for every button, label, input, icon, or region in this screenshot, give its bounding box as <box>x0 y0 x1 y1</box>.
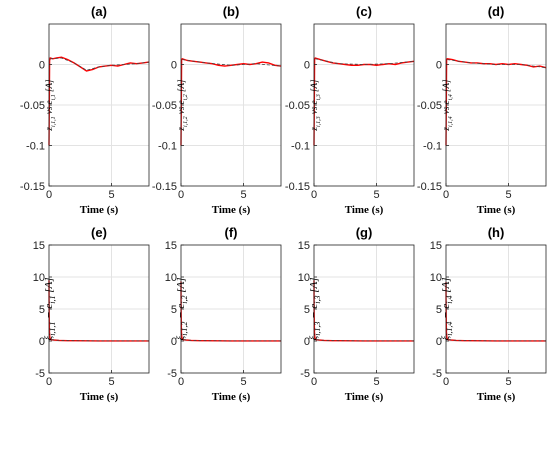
x-tick-label: 5 <box>505 189 511 201</box>
y-tick-label: -0.05 <box>20 100 45 112</box>
y-tick-label: 10 <box>165 272 177 284</box>
y-tick-label: 0 <box>436 60 442 72</box>
y-tick-label: 0 <box>304 336 310 348</box>
y-tick-label: -0.15 <box>285 181 310 193</box>
series-line-2 <box>447 59 547 69</box>
y-axis-label: zi,1,2​ vs ei,2​ [A] <box>176 79 189 132</box>
y-axis-label: ξi,1,1​ − ei,1​ [A] <box>43 277 57 340</box>
y-tick-label: 10 <box>430 272 442 284</box>
x-tick-label: 5 <box>373 376 379 388</box>
y-tick-label: -0.05 <box>285 100 310 112</box>
chart-panel-c: 0 5 0 -0.05 -0.1 -0.15 (c) Time (s) zi,1,3​ vs e… <box>285 4 415 216</box>
series-line-2 <box>448 339 546 342</box>
x-tick-label: 5 <box>108 376 114 388</box>
y-axis-label: zi,1,3​ vs ei,3​ [A] <box>309 79 322 132</box>
x-axis-label: Time (s) <box>212 204 251 216</box>
y-axis-label: zi,1,4​ vs ei,4​ [A] <box>441 79 454 132</box>
series-line-1 <box>48 56 150 146</box>
x-axis-label: Time (s) <box>345 204 384 216</box>
x-tick-label: 0 <box>178 189 184 201</box>
y-tick-label: 0 <box>171 60 177 72</box>
panel-title: (f) <box>225 225 238 240</box>
x-axis-label: Time (s) <box>477 391 516 403</box>
x-tick-label: 0 <box>443 376 449 388</box>
y-axis-label: ξi,1,4​ − ei,4​ [A] <box>440 277 454 340</box>
series-line-2 <box>315 58 415 65</box>
x-tick-label: 0 <box>311 189 317 201</box>
series-line-2 <box>316 339 414 342</box>
y-axis-label: ξi,1,3​ − ei,3​ [A] <box>308 277 322 340</box>
panel-title: (h) <box>488 225 505 240</box>
y-tick-label: -0.15 <box>417 181 442 193</box>
series-line-2 <box>182 59 282 67</box>
y-tick-label: -5 <box>167 368 177 380</box>
y-tick-label: 5 <box>436 304 442 316</box>
x-tick-label: 0 <box>46 376 52 388</box>
y-tick-label: 15 <box>165 240 177 252</box>
x-tick-label: 5 <box>108 189 114 201</box>
y-tick-label: -0.1 <box>291 141 310 153</box>
y-tick-label: 0 <box>304 60 310 72</box>
series-line-1 <box>445 58 547 146</box>
y-tick-label: -0.1 <box>158 141 177 153</box>
x-axis-label: Time (s) <box>80 204 119 216</box>
y-tick-label: 0 <box>171 336 177 348</box>
x-axis-label: Time (s) <box>212 391 251 403</box>
y-tick-label: 5 <box>171 304 177 316</box>
x-tick-label: 5 <box>373 189 379 201</box>
y-tick-label: 5 <box>304 304 310 316</box>
y-tick-label: -0.1 <box>423 141 442 153</box>
x-axis-label: Time (s) <box>345 391 384 403</box>
series-line-1 <box>313 57 415 146</box>
y-axis-label: zi,1,1​ vs ei,1​ [A] <box>44 79 57 132</box>
y-tick-label: -5 <box>432 368 442 380</box>
y-tick-label: -5 <box>300 368 310 380</box>
x-tick-label: 0 <box>46 189 52 201</box>
x-tick-label: 5 <box>240 376 246 388</box>
y-tick-label: -0.15 <box>152 181 177 193</box>
x-tick-label: 5 <box>505 376 511 388</box>
x-tick-label: 0 <box>443 189 449 201</box>
y-tick-label: 5 <box>39 304 45 316</box>
chart-panel-d: 0 5 0 -0.05 -0.1 -0.15 (d) Time (s) zi,1,4​ vs e… <box>417 4 547 216</box>
y-tick-label: 15 <box>33 240 45 252</box>
y-tick-label: -0.05 <box>417 100 442 112</box>
series-line-2 <box>50 57 150 71</box>
y-tick-label: 10 <box>298 272 310 284</box>
y-tick-label: 0 <box>39 336 45 348</box>
series-line-2 <box>183 339 281 342</box>
y-tick-label: 15 <box>430 240 442 252</box>
x-tick-label: 5 <box>240 189 246 201</box>
panel-title: (c) <box>356 4 372 19</box>
y-tick-label: 10 <box>33 272 45 284</box>
y-tick-label: 0 <box>436 336 442 348</box>
y-tick-label: -5 <box>35 368 45 380</box>
panel-title: (g) <box>356 225 373 240</box>
y-tick-label: -0.05 <box>152 100 177 112</box>
x-axis-label: Time (s) <box>80 391 119 403</box>
series-line-1 <box>180 57 282 146</box>
series-line-2 <box>51 339 149 342</box>
y-tick-label: -0.15 <box>20 181 45 193</box>
panel-title: (b) <box>223 4 240 19</box>
panel-title: (e) <box>91 225 107 240</box>
y-tick-label: -0.1 <box>26 141 45 153</box>
x-tick-label: 0 <box>178 376 184 388</box>
chart-panel-b: 0 5 0 -0.05 -0.1 -0.15 (b) Time (s) zi,1,2​ vs e… <box>152 4 282 216</box>
chart-panel-a: 0 5 0 -0.05 -0.1 -0.15 (a) Time (s) zi,1,1​ vs e… <box>20 4 150 216</box>
y-axis-label: ξi,1,2​ − ei,2​ [A] <box>175 277 189 340</box>
x-tick-label: 0 <box>311 376 317 388</box>
panel-title: (d) <box>488 4 505 19</box>
panel-title: (a) <box>91 4 107 19</box>
y-tick-label: 0 <box>39 60 45 72</box>
x-axis-label: Time (s) <box>477 204 516 216</box>
y-tick-label: 15 <box>298 240 310 252</box>
